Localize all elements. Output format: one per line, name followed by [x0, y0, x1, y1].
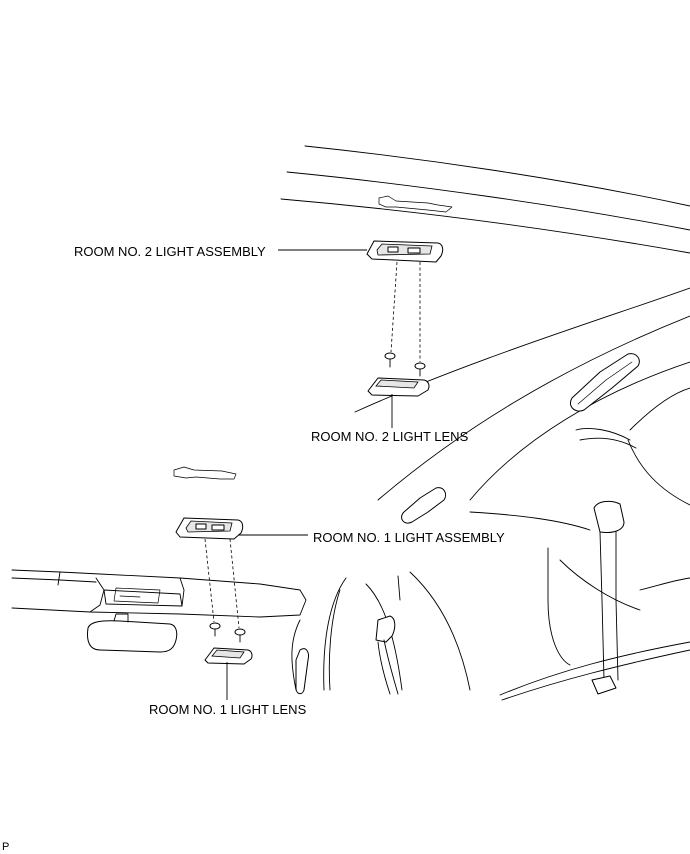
roof-marks — [173, 195, 453, 480]
front-overhead-area — [11, 569, 307, 618]
room2-light-assembly-label: ROOM NO. 2 LIGHT ASSEMBLY — [74, 244, 266, 259]
room2-guide-lines — [390, 261, 421, 362]
room1-light-lens-label: ROOM NO. 1 LIGHT LENS — [149, 702, 307, 717]
rear-pillar — [469, 387, 690, 701]
room2-light-assembly-shape — [366, 240, 444, 263]
assist-grip-upper — [570, 353, 640, 412]
room2-screws — [384, 352, 426, 377]
rear-seatbelt — [591, 500, 625, 695]
front-pillar — [291, 571, 471, 695]
leader-lines — [226, 249, 393, 700]
room1-lens-shape — [204, 647, 253, 665]
diagram-code: P — [2, 841, 10, 853]
front-seatbelt — [375, 575, 401, 695]
room2-lens-shape — [367, 377, 430, 397]
room1-guide-lines — [204, 538, 240, 629]
roof-lines — [280, 145, 690, 254]
room1-light-assembly-shape — [175, 517, 244, 540]
assist-grip-middle — [401, 487, 447, 524]
rear-view-mirror — [87, 613, 178, 653]
room1-light-assembly-label: ROOM NO. 1 LIGHT ASSEMBLY — [313, 530, 505, 545]
room1-screws — [209, 622, 246, 643]
room2-light-lens-label: ROOM NO. 2 LIGHT LENS — [311, 429, 469, 444]
